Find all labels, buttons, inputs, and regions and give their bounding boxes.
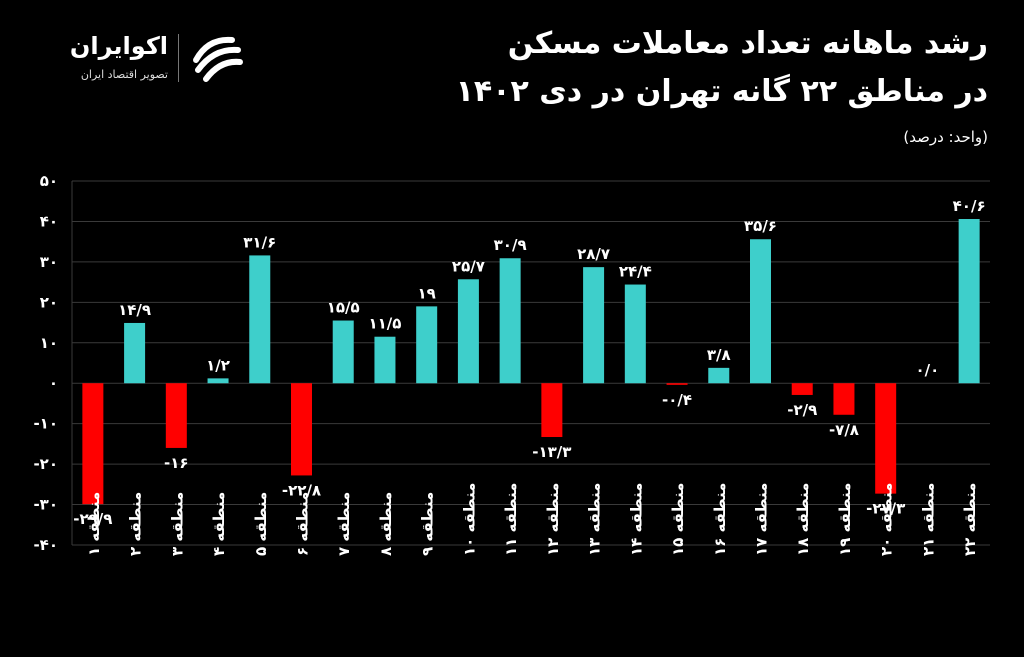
bar bbox=[583, 267, 605, 384]
bar-value-label: ۳۱/۶ bbox=[243, 233, 276, 251]
bar-value-label: ۳/۸ bbox=[707, 346, 731, 364]
x-tick-label: منطقه ۲۱ bbox=[919, 483, 937, 556]
x-tick-label: منطقه ۱۹ bbox=[836, 483, 854, 556]
bar bbox=[165, 383, 187, 448]
logo-divider bbox=[178, 34, 179, 82]
y-axis-ticks: ۵۰ ۴۰ ۳۰ ۲۰ ۱۰ ۰ -۱۰ -۲۰ -۳۰ -۴۰ bbox=[33, 172, 58, 554]
x-tick-label: منطقه ۴ bbox=[210, 492, 228, 556]
bar-value-label: ۳۰/۹ bbox=[494, 236, 527, 254]
x-tick-label: منطقه ۱۳ bbox=[586, 483, 604, 556]
bar-value-label: -۲۹/۹ bbox=[73, 510, 112, 528]
x-tick-label: منطقه ۱ bbox=[85, 492, 103, 556]
chart-title-line2: در مناطق ۲۲ گانه تهران در دی ۱۴۰۲ bbox=[455, 74, 988, 109]
bar-value-label: -۱۶ bbox=[164, 454, 189, 472]
x-axis-ticks: منطقه ۱ منطقه ۲ منطقه ۳ منطقه ۴ منطقه ۵ منطقه… bbox=[85, 483, 979, 556]
bar bbox=[666, 383, 688, 385]
y-tick-label: ۳۰ bbox=[40, 253, 58, 271]
x-tick-label: منطقه ۱۲ bbox=[544, 483, 562, 556]
bars bbox=[82, 219, 980, 505]
bar-value-label: ۳۵/۶ bbox=[744, 217, 777, 235]
bar bbox=[624, 284, 646, 384]
bar-value-label: ۱۵/۵ bbox=[327, 299, 360, 317]
x-tick-label: منطقه ۹ bbox=[419, 492, 437, 556]
bar-value-label: -۲۲/۸ bbox=[282, 481, 321, 499]
x-tick-label: منطقه ۷ bbox=[335, 492, 353, 556]
y-tick-label: -۳۰ bbox=[33, 496, 58, 514]
bar-value-label: ۱/۲ bbox=[206, 356, 230, 374]
bar bbox=[207, 378, 229, 384]
x-tick-label: منطقه ۱۰ bbox=[460, 483, 478, 556]
bar bbox=[291, 383, 312, 476]
x-tick-label: منطقه ۱۸ bbox=[794, 483, 812, 556]
bar bbox=[457, 279, 479, 384]
y-tick-label: -۱۰ bbox=[33, 415, 58, 433]
bar-value-label: ۲۵/۷ bbox=[452, 257, 485, 275]
bar-value-label: ۲۸/۷ bbox=[577, 245, 610, 263]
y-tick-label: ۰ bbox=[49, 374, 58, 392]
bar bbox=[416, 306, 438, 384]
bar-value-label: ۱۹ bbox=[418, 284, 436, 302]
x-tick-label: منطقه ۵ bbox=[252, 492, 270, 556]
bar bbox=[499, 258, 521, 384]
bar bbox=[750, 239, 771, 384]
y-tick-label: ۲۰ bbox=[40, 293, 58, 311]
y-tick-label: ۴۰ bbox=[40, 212, 58, 230]
bar-value-label: -۰/۴ bbox=[662, 391, 692, 409]
bar bbox=[332, 320, 354, 384]
bar-value-label: ۱۱/۵ bbox=[368, 315, 401, 333]
x-tick-label: منطقه ۲ bbox=[127, 492, 145, 556]
x-tick-label: منطقه ۱۴ bbox=[627, 483, 645, 556]
bar bbox=[708, 367, 730, 384]
bar bbox=[875, 383, 897, 494]
bar-value-label: ۱۴/۹ bbox=[118, 301, 151, 319]
x-tick-label: منطقه ۱۵ bbox=[669, 483, 687, 556]
bar bbox=[958, 219, 980, 384]
bar-value-label: ۲۴/۴ bbox=[619, 263, 652, 281]
x-tick-label: منطقه ۶ bbox=[294, 492, 312, 556]
x-tick-label: منطقه ۲۲ bbox=[961, 483, 979, 556]
value-labels: -۲۹/۹ ۱۴/۹ -۱۶ ۱/۲ ۳۱/۶ -۲۲/۸ ۱۵/۵ ۱۱/۵ ۱۹ ۲۵/۷ ۳۰… bbox=[73, 197, 985, 528]
x-tick-label: منطقه ۱۶ bbox=[711, 483, 729, 556]
bar-value-label: -۷/۸ bbox=[829, 421, 859, 439]
x-tick-label: منطقه ۳ bbox=[168, 492, 186, 556]
bar bbox=[541, 383, 563, 438]
bar-value-label: -۲/۹ bbox=[787, 401, 817, 419]
bar bbox=[374, 336, 396, 384]
bar-value-label: -۲۷/۳ bbox=[866, 500, 905, 518]
bar-value-label: ۰/۰ bbox=[916, 361, 940, 379]
x-tick-label: منطقه ۸ bbox=[377, 492, 395, 556]
y-tick-label: -۲۰ bbox=[33, 455, 58, 473]
logo-name: اکوایران bbox=[69, 32, 168, 60]
x-tick-label: منطقه ۱۷ bbox=[753, 483, 771, 556]
logo: اکوایران تصویر اقتصاد ایران bbox=[38, 28, 268, 88]
x-tick-label: منطقه ۲۰ bbox=[878, 483, 896, 556]
bar bbox=[791, 383, 813, 395]
y-tick-label: ۱۰ bbox=[40, 334, 58, 352]
bar-value-label: ۴۰/۶ bbox=[953, 197, 986, 215]
bar-value-label: -۱۳/۳ bbox=[532, 443, 571, 461]
ecoiran-logo-icon bbox=[193, 36, 243, 82]
bar bbox=[124, 322, 146, 384]
unit-note: (واحد: درصد) bbox=[903, 128, 988, 146]
y-tick-label: -۴۰ bbox=[33, 536, 58, 554]
bar bbox=[249, 255, 271, 384]
logo-tagline: تصویر اقتصاد ایران bbox=[80, 68, 168, 81]
bar bbox=[833, 383, 855, 415]
x-tick-label: منطقه ۱۱ bbox=[502, 483, 520, 556]
chart-title-line1: رشد ماهانه تعداد معاملات مسکن bbox=[507, 26, 988, 61]
y-tick-label: ۵۰ bbox=[40, 172, 58, 190]
bar bbox=[82, 383, 104, 505]
